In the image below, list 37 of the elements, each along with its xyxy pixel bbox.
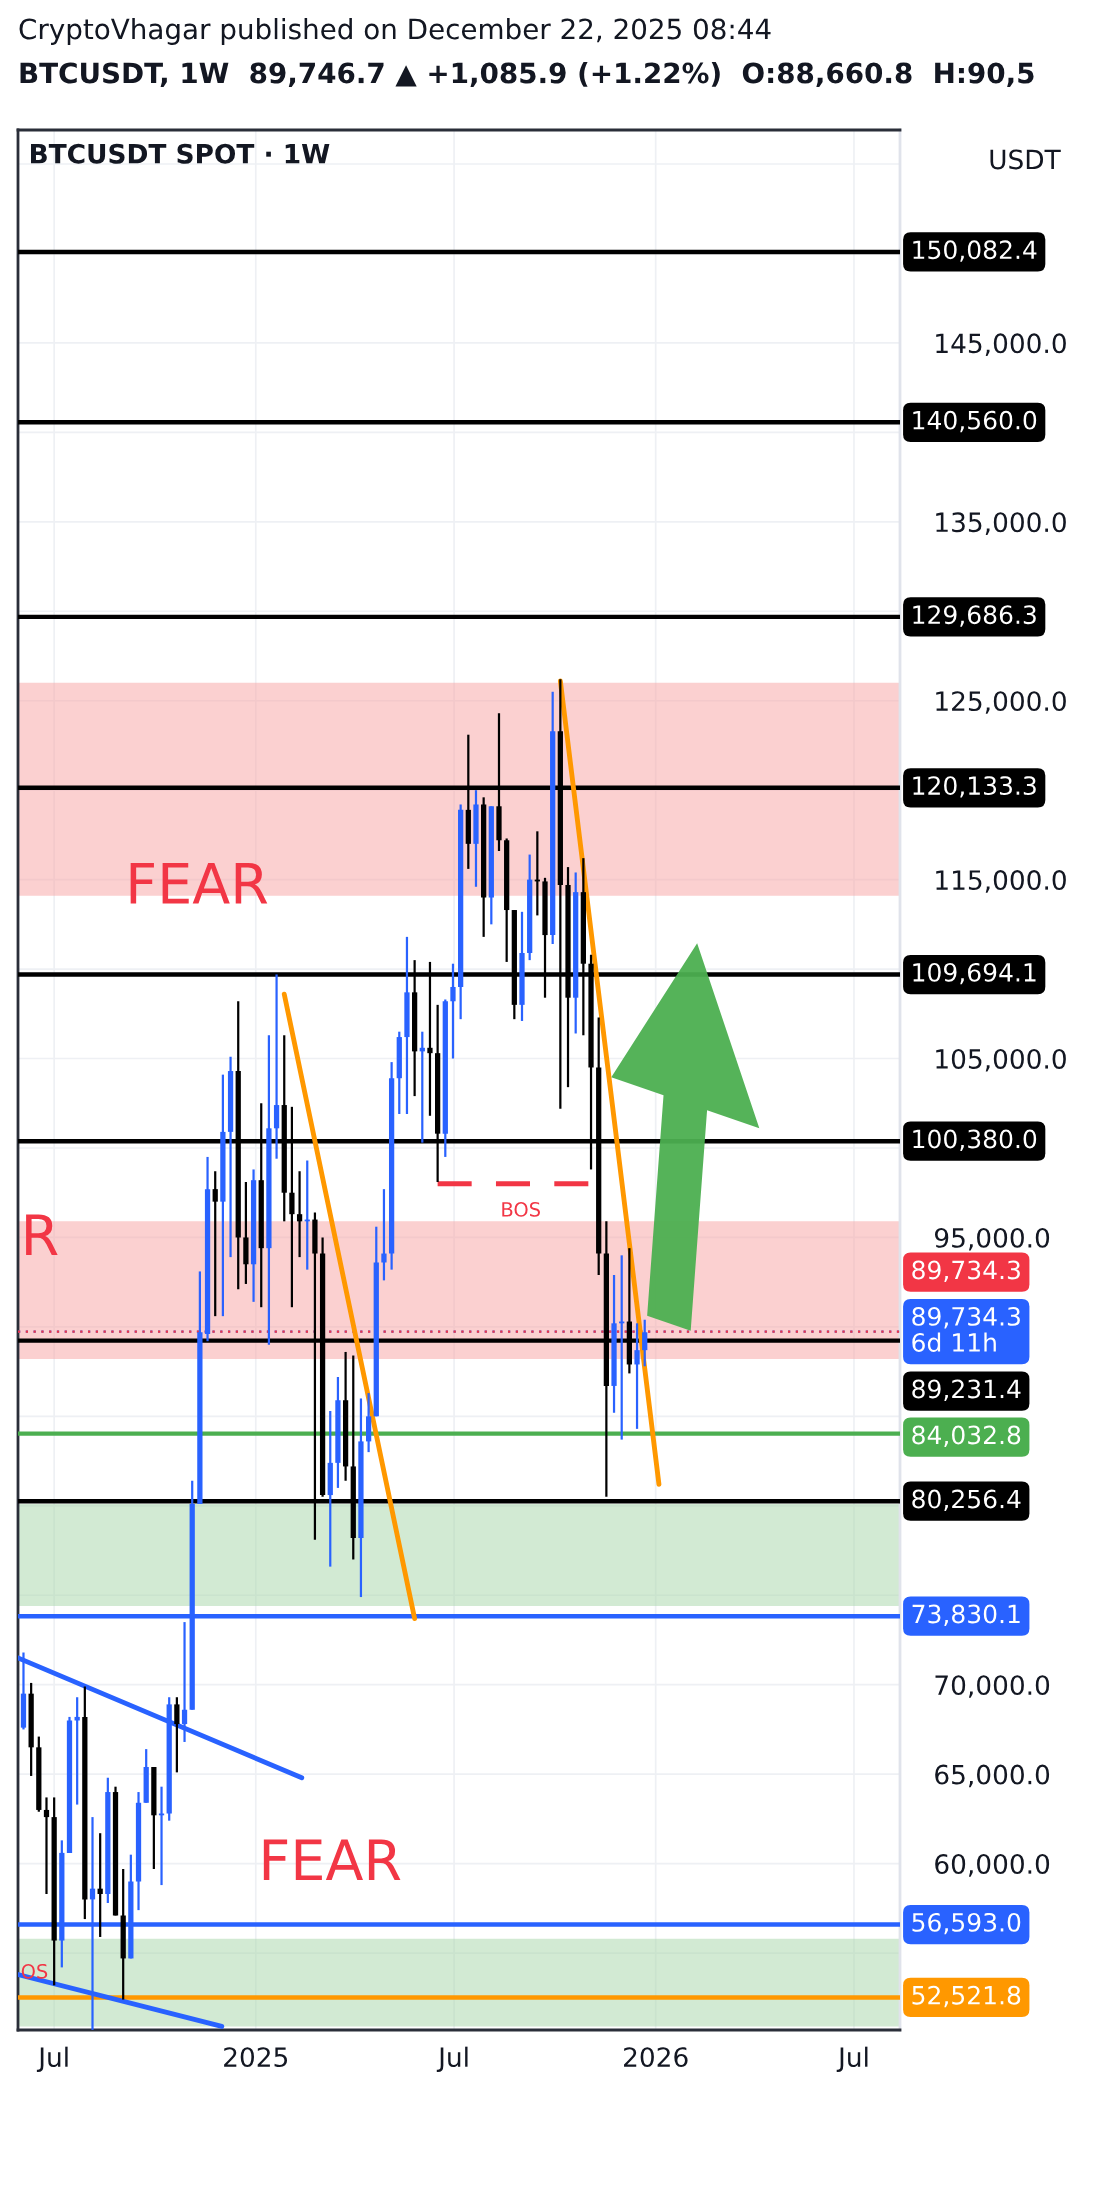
y-tick-label: 125,000.0 — [936, 691, 1066, 714]
y-tick-label: 95,000.0 — [934, 1227, 1050, 1251]
chart-title: CryptoVhagar published on December 22, 2025 08:44 — [19, 18, 771, 45]
annotation: R — [26, 1214, 58, 1255]
ref-line-label: 109,694.1 — [913, 962, 1036, 985]
y-tick-label: 70,000.0 — [935, 1675, 1050, 1698]
y-tick-label: 135,000.0 — [936, 512, 1066, 535]
annotation: BTCUSDT SPOT · 1W — [31, 143, 330, 164]
ref-line-label: 89,734.3 — [912, 1260, 1020, 1282]
x-tick-label: Jul — [36, 2046, 68, 2072]
x-tick-label: Jul — [436, 2046, 468, 2072]
y-axis-title: USDT — [990, 149, 1061, 170]
x-tick-label: 2026 — [624, 2047, 688, 2068]
ref-line-label: 80,256.4 — [912, 1489, 1021, 1512]
y-tick-label: 60,000.0 — [935, 1854, 1050, 1877]
ref-line-label: 56,593.0 — [912, 1912, 1021, 1935]
annotation: OS — [21, 1963, 48, 1979]
x-tick-label: 2025 — [224, 2047, 288, 2068]
ref-line-label: 140,560.0 — [913, 410, 1037, 433]
ref-line-label: 89,231.4 — [912, 1379, 1021, 1401]
ref-line-label: 120,133.3 — [913, 776, 1036, 798]
annotation: FEAR — [130, 862, 268, 904]
ref-line-label: 84,032.8 — [912, 1425, 1021, 1447]
y-tick-label: 145,000.0 — [936, 333, 1066, 356]
y-tick-label: 65,000.0 — [935, 1764, 1050, 1788]
annotation: FEAR — [263, 1839, 401, 1881]
ref-line-label: 89,734.3 6d 11h — [912, 1306, 1020, 1352]
ref-line-label: 150,082.4 — [913, 240, 1037, 262]
x-tick-label: Jul — [836, 2046, 868, 2072]
chart-subtitle: BTCUSDT, 1W 89,746.7 ▲ +1,085.9 (+1.22%) O:88,660.8 H:90,5 — [20, 62, 1034, 88]
ref-line-label: 129,686.3 — [913, 605, 1036, 627]
ref-line-label: 52,521.8 — [912, 1985, 1021, 2008]
y-tick-label: 105,000.0 — [936, 1048, 1066, 1072]
ref-line-label: 73,830.1 — [912, 1604, 1020, 1626]
y-tick-label: 115,000.0 — [936, 870, 1066, 893]
annotation: BOS — [502, 1202, 540, 1217]
ref-line-label: 100,380.0 — [913, 1129, 1037, 1151]
